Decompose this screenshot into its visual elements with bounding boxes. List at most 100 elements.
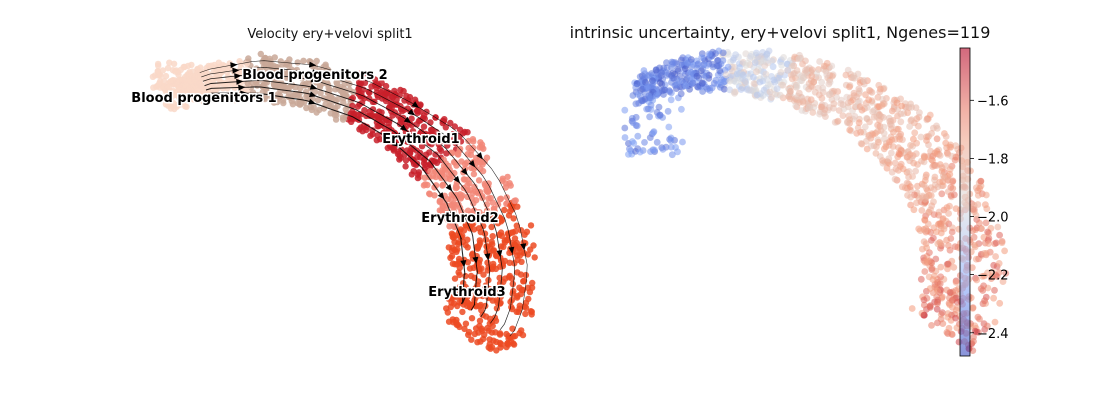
uncertainty-point: [736, 64, 743, 71]
uncertainty-point: [982, 219, 990, 227]
uncertainty-point: [947, 143, 955, 151]
uncertainty-point: [629, 138, 636, 145]
uncertainty-point: [950, 264, 958, 271]
cell-point: [499, 177, 506, 184]
uncertainty-point: [919, 245, 926, 253]
uncertainty-point: [704, 85, 711, 93]
uncertainty-point: [976, 315, 983, 323]
uncertainty-point: [954, 145, 962, 153]
cell-point: [476, 292, 484, 299]
cell-point: [324, 66, 332, 74]
cell-point: [348, 118, 355, 126]
cell-point: [383, 116, 390, 123]
uncertainty-point: [954, 304, 961, 311]
streamline-arrow: [445, 183, 453, 192]
uncertainty-point: [968, 264, 976, 271]
uncertainty-point: [893, 99, 901, 107]
cell-point: [517, 227, 525, 234]
uncertainty-point: [716, 67, 724, 75]
uncertainty-point: [823, 71, 831, 79]
cell-point: [160, 77, 168, 85]
uncertainty-point: [940, 174, 948, 182]
cell-point: [168, 93, 175, 101]
uncertainty-point: [921, 227, 929, 235]
uncertainty-point: [998, 239, 1006, 247]
cell-point: [339, 116, 347, 123]
streamline-arrow: [453, 175, 460, 184]
uncertainty-point: [818, 78, 826, 86]
uncertainty-point: [646, 94, 654, 102]
cell-point: [359, 128, 366, 135]
uncertainty-point: [861, 123, 869, 131]
uncertainty-point: [667, 96, 675, 104]
uncertainty-point: [715, 62, 723, 69]
uncertainty-point: [907, 142, 914, 149]
uncertainty-point: [944, 310, 952, 317]
uncertainty-point: [682, 82, 690, 90]
uncertainty-point: [860, 76, 868, 84]
uncertainty-point: [945, 210, 952, 217]
cell-point: [183, 103, 190, 111]
uncertainty-point: [976, 219, 983, 227]
cell-point: [410, 160, 418, 168]
cell-point: [481, 331, 488, 338]
cell-point: [327, 110, 334, 117]
uncertainty-point: [766, 88, 774, 96]
cell-point: [310, 104, 317, 111]
cell-point: [476, 213, 483, 221]
cell-point: [414, 171, 422, 178]
cell-point: [314, 97, 322, 104]
cell-point: [420, 182, 428, 189]
streamline-arrow: [238, 84, 246, 91]
cell-point: [396, 92, 403, 99]
cell-point: [485, 327, 492, 334]
streamline: [207, 92, 466, 305]
uncertainty-point: [732, 51, 739, 59]
streamline-arrow: [308, 98, 316, 105]
uncertainty-point: [846, 126, 854, 134]
cell-point: [470, 264, 477, 271]
uncertainty-point: [656, 111, 664, 119]
uncertainty-point: [995, 260, 1003, 267]
cell-point: [513, 222, 520, 229]
streamline-arrow: [403, 116, 412, 124]
uncertainty-point: [666, 88, 673, 96]
cell-point: [224, 93, 231, 101]
uncertainty-point: [910, 206, 918, 214]
uncertainty-point: [952, 287, 960, 294]
cell-point: [400, 87, 407, 95]
streamline-arrow: [484, 253, 491, 261]
cell-point: [519, 331, 527, 339]
uncertainty-point: [930, 211, 938, 219]
cell-point: [382, 82, 390, 90]
cell-point: [504, 173, 511, 181]
uncertainty-point: [770, 76, 778, 84]
streamline-arrow: [520, 243, 527, 251]
uncertainty-point: [916, 227, 924, 235]
uncertainty-point: [677, 90, 685, 98]
uncertainty-point: [644, 83, 651, 91]
uncertainty-point: [839, 112, 847, 119]
uncertainty-point: [715, 47, 723, 55]
uncertainty-point: [722, 71, 730, 79]
uncertainty-point: [698, 54, 706, 61]
cell-point: [506, 180, 513, 187]
cell-point: [493, 286, 501, 293]
uncertainty-point: [856, 103, 864, 111]
uncertainty-point: [870, 113, 878, 121]
uncertainty-point: [933, 305, 941, 313]
uncertainty-point: [688, 80, 696, 87]
uncertainty-point: [667, 137, 675, 145]
uncertainty-point: [971, 243, 979, 251]
cell-point: [313, 109, 320, 116]
cell-point: [474, 244, 482, 251]
uncertainty-point: [700, 61, 707, 69]
uncertainty-point: [912, 150, 920, 158]
uncertainty-point: [679, 138, 686, 146]
cell-point: [447, 119, 454, 127]
cell-point: [257, 76, 264, 83]
cell-point: [485, 180, 492, 187]
uncertainty-point: [903, 153, 911, 161]
uncertainty-point: [756, 78, 764, 86]
cell-point: [475, 329, 482, 336]
